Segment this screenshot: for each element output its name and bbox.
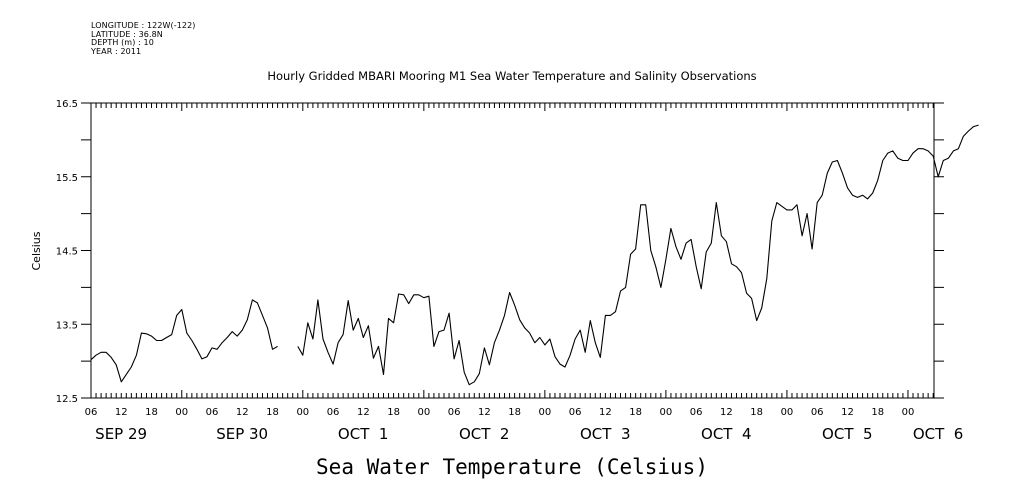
x-hour-tick-label: 00 xyxy=(660,407,673,418)
x-hour-tick-label: 00 xyxy=(296,407,309,418)
x-hour-tick-label: 06 xyxy=(327,407,340,418)
x-hour-tick-label: 06 xyxy=(690,407,703,418)
metadata-block: LONGITUDE : 122W(-122) LATITUDE : 36.8N … xyxy=(91,21,196,56)
x-hour-tick-label: 18 xyxy=(145,407,158,418)
x-day-label: OCT 1 xyxy=(338,425,389,443)
meta-longitude: LONGITUDE : 122W(-122) xyxy=(91,21,196,30)
x-hour-tick-label: 06 xyxy=(448,407,461,418)
meta-depth: DEPTH (m) : 10 xyxy=(91,38,154,47)
y-tick-label: 14.5 xyxy=(56,247,78,258)
x-hour-tick-label: 12 xyxy=(841,407,854,418)
x-hour-tick-label: 18 xyxy=(387,407,400,418)
x-hour-tick-label: 18 xyxy=(629,407,642,418)
x-hour-tick-label: 18 xyxy=(266,407,279,418)
x-day-label: OCT 5 xyxy=(822,425,873,443)
x-hour-tick-label: 12 xyxy=(720,407,733,418)
chart-title: Hourly Gridded MBARI Mooring M1 Sea Wate… xyxy=(267,69,756,83)
x-hour-tick-label: 12 xyxy=(478,407,491,418)
x-hour-tick-label: 06 xyxy=(811,407,824,418)
y-tick-label: 12.5 xyxy=(56,394,78,405)
x-hour-tick-label: 00 xyxy=(902,407,915,418)
x-axis: 06 12 18 00 06 12 18 00 06 12 18 00 06 12 18 00 06 12 18 00… xyxy=(81,103,963,443)
x-hour-tick-label: 06 xyxy=(569,407,582,418)
x-day-label: OCT 6 xyxy=(913,425,964,443)
series-layer xyxy=(90,124,979,386)
x-hour-tick-label: 00 xyxy=(539,407,552,418)
y-tick-label: 16.5 xyxy=(56,99,78,110)
x-hour-tick-label: 00 xyxy=(417,407,430,418)
temperature-line-segment xyxy=(297,124,979,386)
x-hour-tick-label: 00 xyxy=(781,407,794,418)
x-hour-tick-label: 12 xyxy=(236,407,249,418)
x-day-label: SEP 30 xyxy=(216,425,268,443)
x-hour-tick-label: 12 xyxy=(115,407,128,418)
y-axis-label: Celsius xyxy=(30,231,43,270)
x-day-label: OCT 3 xyxy=(580,425,631,443)
x-hour-tick-label: 12 xyxy=(357,407,370,418)
meta-year: YEAR : 2011 xyxy=(91,46,142,56)
meta-latitude: LATITUDE : 36.8N xyxy=(91,29,163,39)
x-hour-tick-label: 06 xyxy=(85,407,98,418)
plot-frame xyxy=(90,102,935,399)
x-hour-tick-label: 06 xyxy=(206,407,219,418)
x-hour-tick-label: 18 xyxy=(871,407,884,418)
x-hour-tick-label: 00 xyxy=(175,407,188,418)
y-tick-label: 15.5 xyxy=(56,173,78,184)
x-hour-tick-label: 12 xyxy=(599,407,612,418)
y-axis: 12.5 13.5 14.5 15.5 16.5 xyxy=(56,99,944,405)
x-hour-tick-label: 18 xyxy=(508,407,521,418)
x-day-label: OCT 4 xyxy=(701,425,752,443)
x-hour-tick-label: 18 xyxy=(750,407,763,418)
x-axis-label: Sea Water Temperature (Celsius) xyxy=(316,455,708,479)
temperature-line-segment xyxy=(90,299,278,383)
y-tick-label: 13.5 xyxy=(56,320,78,331)
x-day-label: OCT 2 xyxy=(459,425,510,443)
x-day-label: SEP 29 xyxy=(95,425,147,443)
